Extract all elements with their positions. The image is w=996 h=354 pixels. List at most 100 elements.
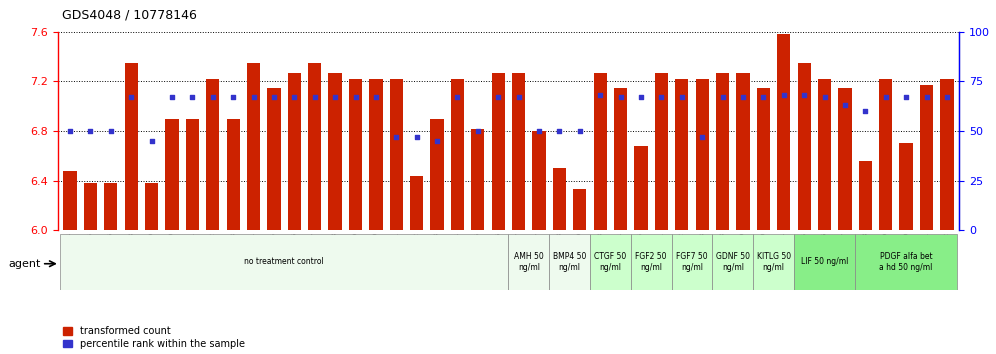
Point bbox=[817, 95, 833, 100]
Point bbox=[674, 95, 690, 100]
Bar bbox=[308, 63, 322, 230]
Point bbox=[184, 95, 200, 100]
Bar bbox=[899, 143, 912, 230]
Bar bbox=[247, 63, 260, 230]
Point bbox=[287, 95, 303, 100]
Bar bbox=[549, 234, 590, 290]
Bar bbox=[410, 176, 423, 230]
Point bbox=[388, 134, 404, 140]
Bar bbox=[512, 73, 525, 230]
Bar bbox=[614, 87, 627, 230]
Bar bbox=[712, 234, 753, 290]
Point bbox=[348, 95, 364, 100]
Bar bbox=[64, 171, 77, 230]
Point bbox=[694, 134, 710, 140]
Bar bbox=[165, 119, 178, 230]
Point bbox=[429, 138, 445, 144]
Text: CTGF 50
ng/ml: CTGF 50 ng/ml bbox=[595, 252, 626, 272]
Bar bbox=[370, 79, 382, 230]
Bar bbox=[590, 234, 630, 290]
Point bbox=[83, 128, 99, 134]
Bar bbox=[675, 79, 688, 230]
Point bbox=[877, 95, 893, 100]
Bar bbox=[879, 79, 892, 230]
Text: GDS4048 / 10778146: GDS4048 / 10778146 bbox=[62, 9, 196, 22]
Bar bbox=[630, 234, 671, 290]
Bar bbox=[798, 63, 811, 230]
Point bbox=[776, 92, 792, 98]
Text: agent: agent bbox=[8, 259, 41, 269]
Text: PDGF alfa bet
a hd 50 ng/ml: PDGF alfa bet a hd 50 ng/ml bbox=[879, 252, 933, 272]
Point bbox=[918, 95, 934, 100]
Point bbox=[613, 95, 628, 100]
Bar bbox=[206, 79, 219, 230]
Bar bbox=[940, 79, 953, 230]
Point bbox=[368, 95, 383, 100]
Bar bbox=[859, 161, 872, 230]
Bar bbox=[471, 129, 484, 230]
Bar bbox=[574, 189, 587, 230]
Bar bbox=[736, 73, 750, 230]
Legend: transformed count, percentile rank within the sample: transformed count, percentile rank withi… bbox=[63, 326, 245, 349]
Text: GDNF 50
ng/ml: GDNF 50 ng/ml bbox=[716, 252, 750, 272]
Bar bbox=[533, 131, 546, 230]
Bar bbox=[105, 183, 118, 230]
Bar bbox=[349, 79, 363, 230]
Bar bbox=[753, 234, 794, 290]
Bar bbox=[716, 73, 729, 230]
Point bbox=[307, 95, 323, 100]
Bar bbox=[634, 146, 647, 230]
Bar bbox=[267, 87, 281, 230]
Bar bbox=[389, 79, 403, 230]
Bar bbox=[185, 119, 199, 230]
Point bbox=[858, 108, 873, 114]
Bar bbox=[145, 183, 158, 230]
Text: FGF7 50
ng/ml: FGF7 50 ng/ml bbox=[676, 252, 708, 272]
Point bbox=[164, 95, 180, 100]
Point bbox=[205, 95, 221, 100]
Point bbox=[408, 134, 424, 140]
Point bbox=[143, 138, 159, 144]
Point bbox=[62, 128, 78, 134]
Bar bbox=[920, 85, 933, 230]
Bar bbox=[794, 234, 856, 290]
Point bbox=[490, 95, 506, 100]
Bar bbox=[60, 234, 508, 290]
Point bbox=[266, 95, 282, 100]
Point bbox=[572, 128, 588, 134]
Bar bbox=[594, 73, 607, 230]
Bar bbox=[654, 73, 668, 230]
Point bbox=[714, 95, 730, 100]
Text: BMP4 50
ng/ml: BMP4 50 ng/ml bbox=[553, 252, 587, 272]
Bar bbox=[671, 234, 712, 290]
Point bbox=[898, 95, 914, 100]
Point bbox=[552, 128, 568, 134]
Bar bbox=[430, 119, 443, 230]
Point bbox=[449, 95, 465, 100]
Text: KITLG 50
ng/ml: KITLG 50 ng/ml bbox=[757, 252, 791, 272]
Point bbox=[593, 92, 609, 98]
Point bbox=[124, 95, 139, 100]
Point bbox=[225, 95, 241, 100]
Bar bbox=[818, 79, 832, 230]
Bar bbox=[757, 87, 770, 230]
Bar bbox=[839, 87, 852, 230]
Point bbox=[103, 128, 119, 134]
Bar bbox=[695, 79, 709, 230]
Bar bbox=[777, 34, 791, 230]
Bar bbox=[856, 234, 957, 290]
Bar bbox=[451, 79, 464, 230]
Text: AMH 50
ng/ml: AMH 50 ng/ml bbox=[514, 252, 544, 272]
Bar bbox=[226, 119, 240, 230]
Point bbox=[633, 95, 649, 100]
Bar bbox=[492, 73, 505, 230]
Point bbox=[796, 92, 812, 98]
Point bbox=[755, 95, 771, 100]
Point bbox=[470, 128, 486, 134]
Point bbox=[735, 95, 751, 100]
Point bbox=[531, 128, 547, 134]
Point bbox=[653, 95, 669, 100]
Bar bbox=[553, 168, 566, 230]
Text: no treatment control: no treatment control bbox=[244, 257, 324, 267]
Text: FGF2 50
ng/ml: FGF2 50 ng/ml bbox=[635, 252, 667, 272]
